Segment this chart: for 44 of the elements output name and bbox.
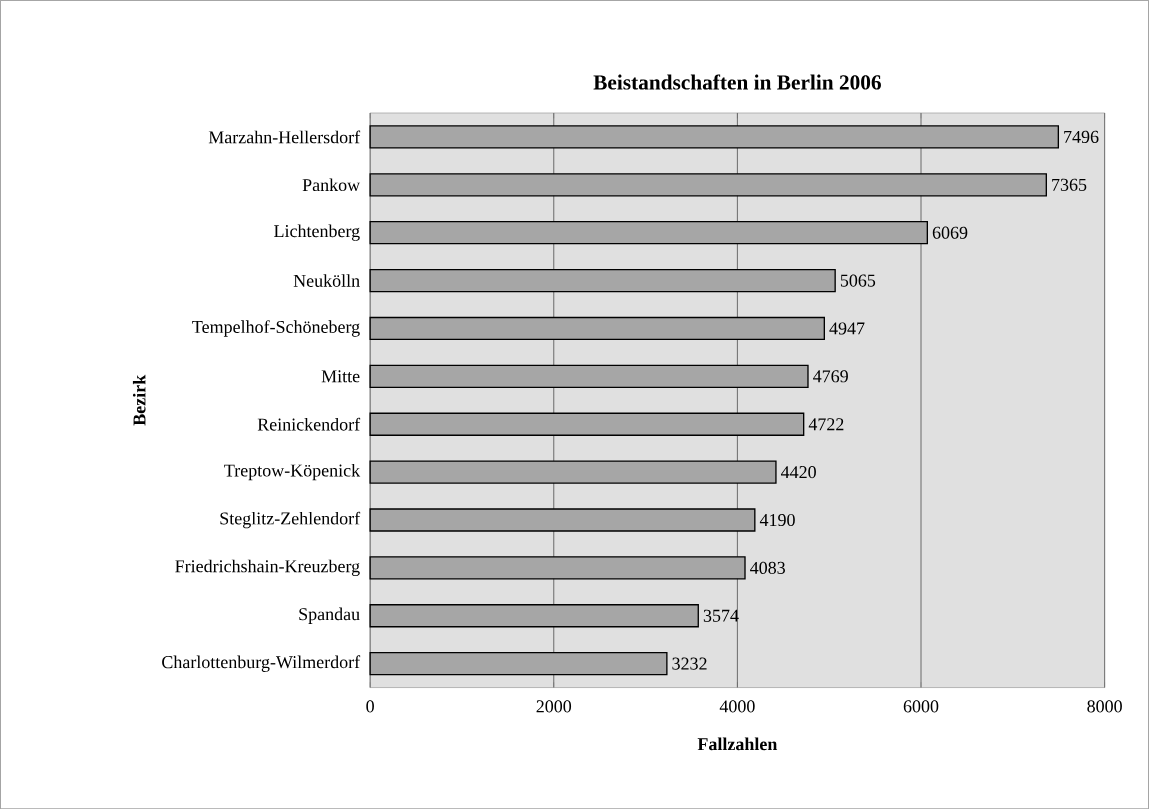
bar bbox=[369, 603, 699, 628]
bar bbox=[369, 316, 825, 340]
x-tick-label: 6000 bbox=[903, 700, 939, 713]
bar bbox=[369, 508, 756, 532]
data-label: 6069 bbox=[932, 226, 968, 239]
data-label: 5065 bbox=[840, 274, 876, 287]
data-label: 3574 bbox=[703, 609, 739, 622]
y-tick-label: Treptow-Köpenick bbox=[224, 463, 361, 481]
bar bbox=[369, 125, 1060, 149]
data-label: 4769 bbox=[813, 370, 848, 383]
y-tick-label: Charlottenburg-Wilmerdorf bbox=[162, 655, 361, 672]
data-label: 3232 bbox=[672, 657, 707, 670]
x-tick-label: 4000 bbox=[719, 700, 755, 713]
y-tick-label: Neukölln bbox=[293, 274, 360, 287]
x-tick-label: 8000 bbox=[1087, 700, 1122, 713]
y-tick-label: Steglitz-Zehlendorf bbox=[220, 511, 361, 529]
y-tick-label: Pankow bbox=[302, 178, 361, 192]
data-label: 7365 bbox=[1052, 178, 1087, 191]
x-tick-label: 2000 bbox=[536, 700, 572, 713]
data-label: 4083 bbox=[750, 561, 785, 574]
y-tick-label: Tempelhof-Schöneberg bbox=[192, 320, 360, 337]
data-label: 7496 bbox=[1064, 130, 1099, 143]
y-axis-title: Bezirk bbox=[132, 374, 146, 426]
bar bbox=[369, 268, 836, 293]
data-label: 4420 bbox=[781, 465, 816, 479]
y-tick-label: Lichtenberg bbox=[274, 224, 360, 241]
y-tick-label: Marzahn-Hellersdorf bbox=[208, 130, 361, 144]
bar bbox=[369, 173, 1047, 197]
bar bbox=[369, 412, 805, 436]
data-label: 4722 bbox=[808, 418, 844, 431]
y-tick-label: Mitte bbox=[321, 370, 360, 383]
y-tick-label: Reinickendorf bbox=[257, 417, 361, 431]
chart-title: Beistandschaften in Berlin 2006 bbox=[593, 74, 881, 90]
bar bbox=[369, 364, 809, 388]
data-label: 4947 bbox=[829, 322, 865, 335]
y-tick-label: Friedrichshain-Kreuzberg bbox=[175, 559, 360, 576]
bar bbox=[369, 220, 929, 245]
bar bbox=[369, 556, 746, 580]
x-axis-title: Fallzahlen bbox=[697, 737, 778, 751]
data-label: 4190 bbox=[759, 513, 795, 526]
y-tick-label: Spandau bbox=[299, 607, 360, 624]
bar bbox=[369, 651, 668, 676]
x-tick-label: 0 bbox=[366, 700, 374, 713]
bar bbox=[369, 460, 777, 484]
